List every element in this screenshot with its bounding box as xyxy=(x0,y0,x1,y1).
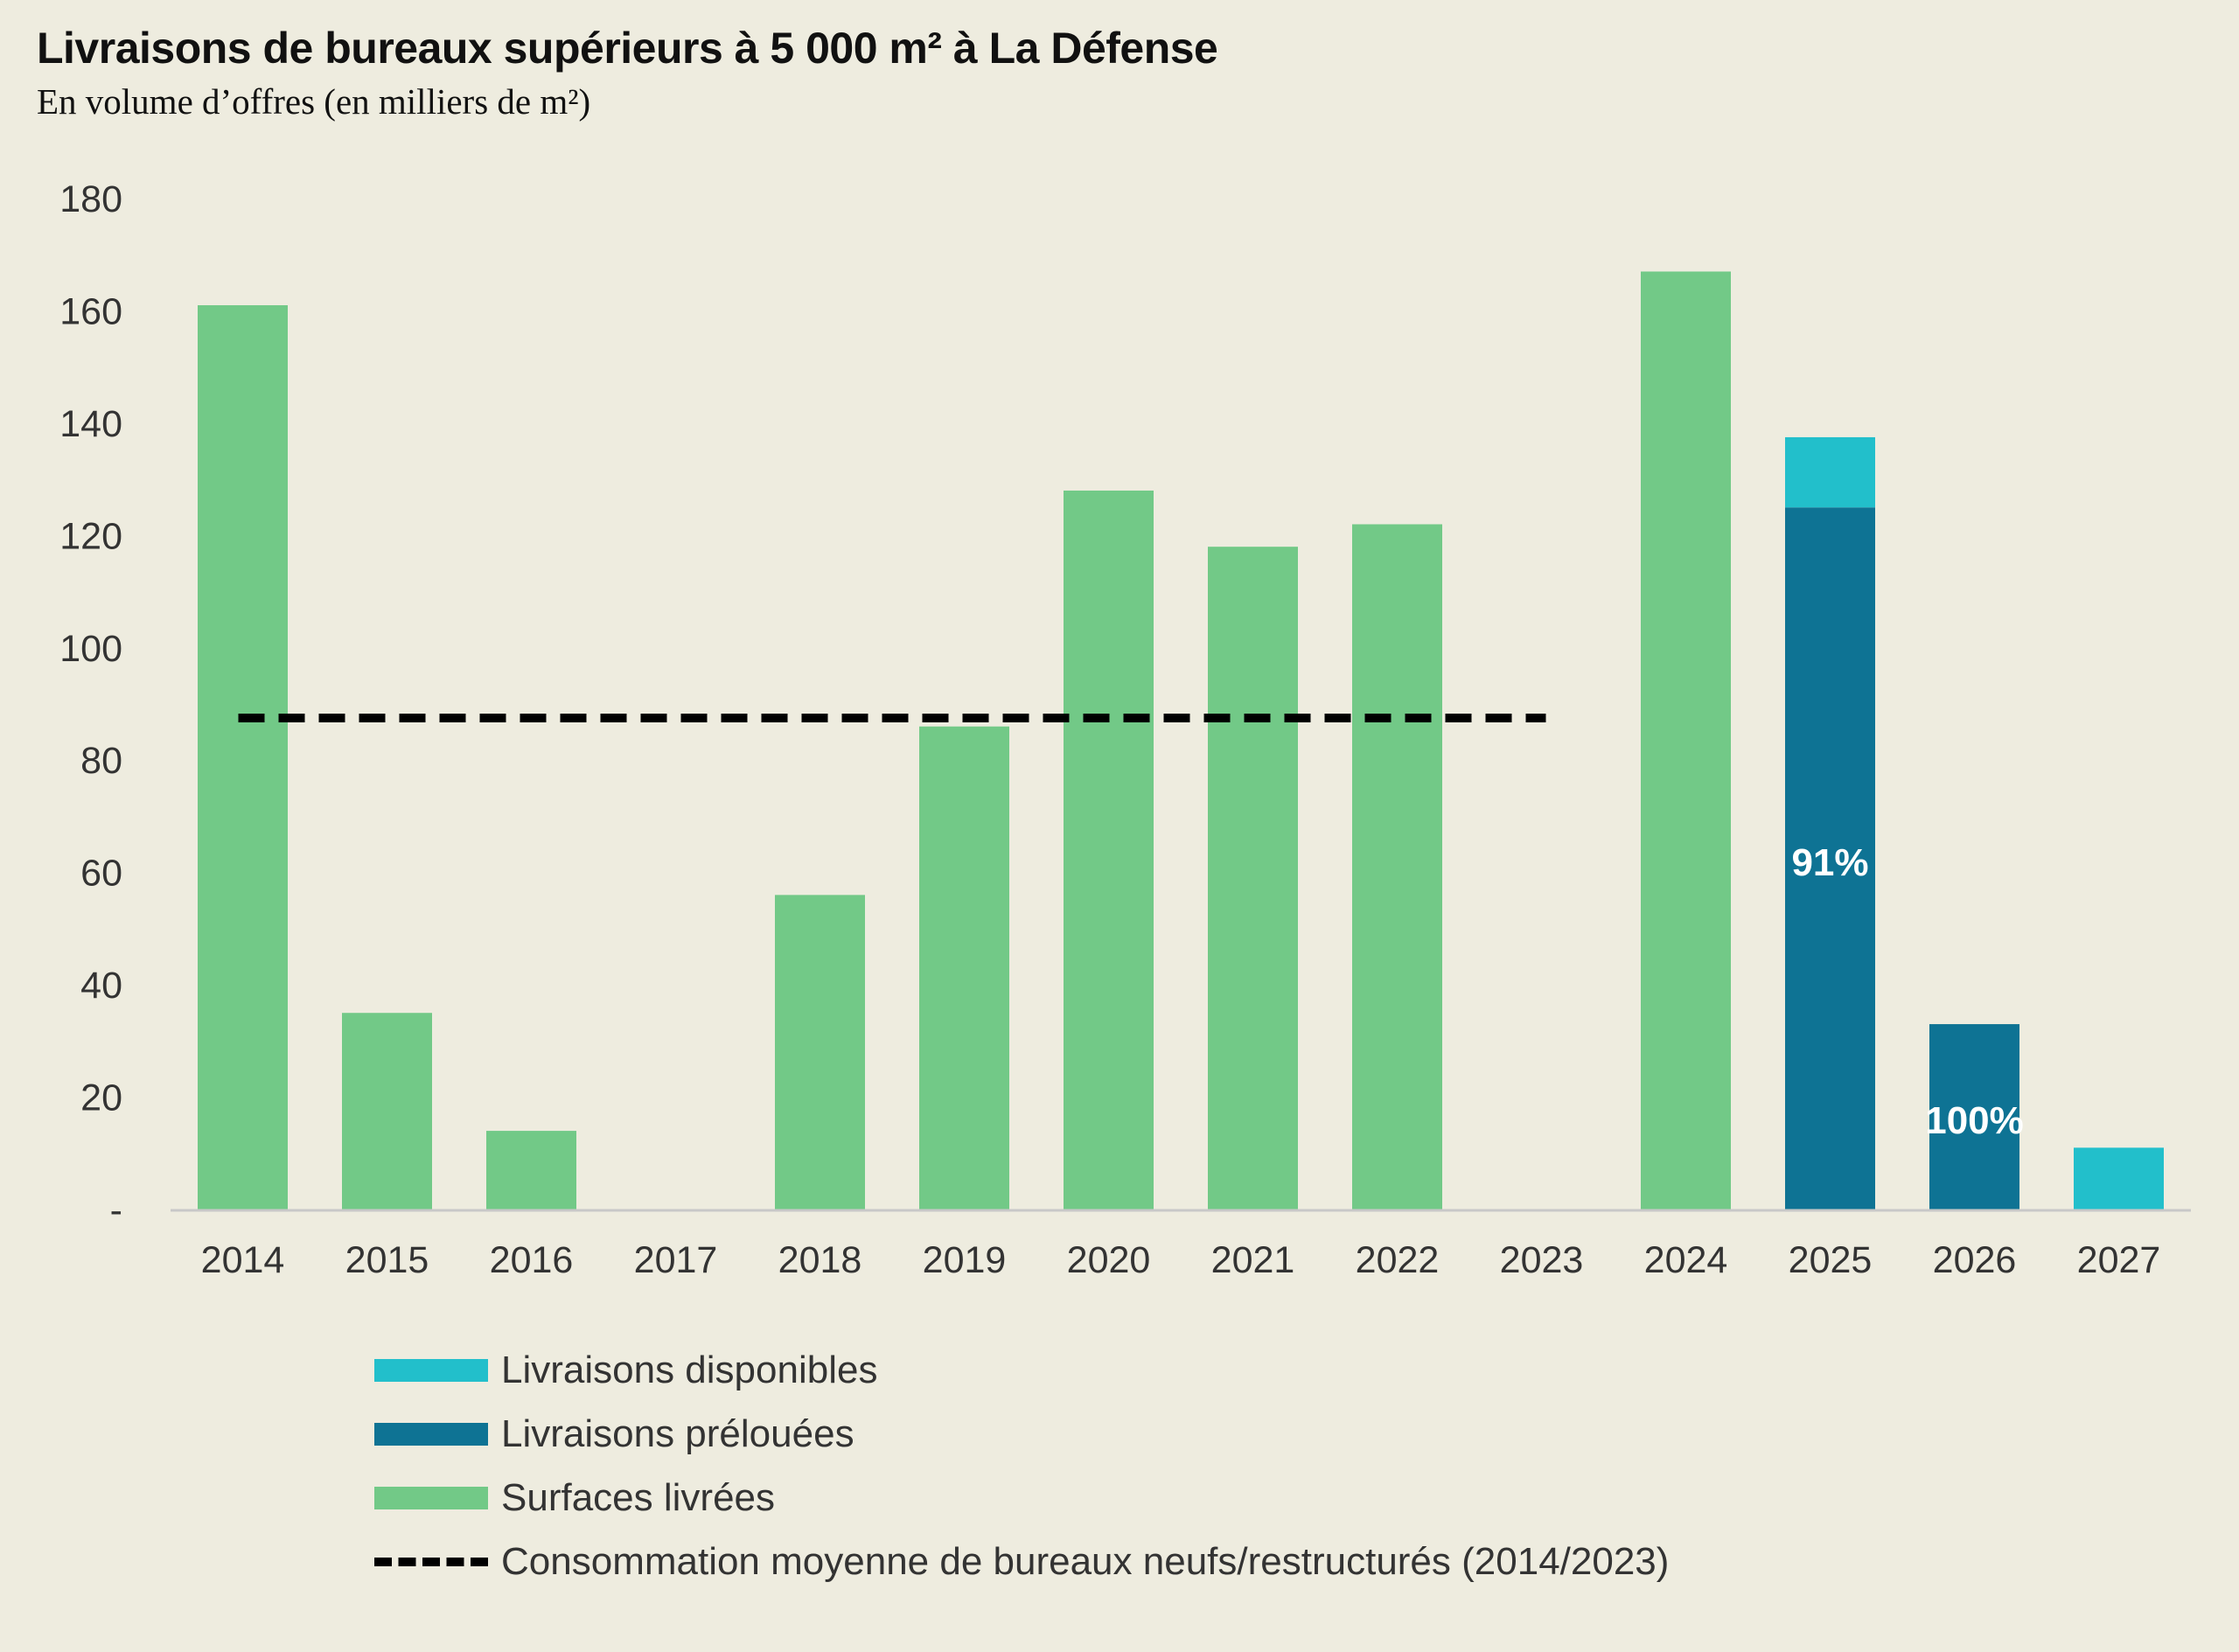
legend: Livraisons disponibles Livraisons prélou… xyxy=(374,1338,1669,1593)
bar-chart: - 20 40 60 80 100 120 140 160 180 2014 2015 2016 2017… xyxy=(59,178,2191,1281)
x-tick-label-2024: 2024 xyxy=(1644,1239,1728,1281)
x-tick-label-2027: 2027 xyxy=(2077,1239,2161,1281)
x-tick-label-2026: 2026 xyxy=(1933,1239,2017,1281)
y-tick-label: 120 xyxy=(59,515,122,557)
x-tick-label-2014: 2014 xyxy=(201,1239,285,1281)
x-tick-label-2016: 2016 xyxy=(490,1239,574,1281)
legend-item-disponibles: Livraisons disponibles xyxy=(374,1338,1669,1402)
y-tick-label: 180 xyxy=(59,178,122,220)
bar-2026-series-1 xyxy=(1929,1024,2019,1209)
x-tick-label-2018: 2018 xyxy=(778,1239,862,1281)
x-tick-label-2022: 2022 xyxy=(1356,1239,1440,1281)
y-tick-label: 20 xyxy=(80,1077,122,1119)
chart-title: Livraisons de bureaux supérieurs à 5 000… xyxy=(37,24,1218,73)
x-tick-label-2020: 2020 xyxy=(1067,1239,1151,1281)
y-tick-label: 60 xyxy=(80,853,122,895)
legend-swatch-surfaces xyxy=(374,1486,488,1509)
y-tick-label: 140 xyxy=(59,403,122,445)
bar-2015-series-0 xyxy=(342,1013,432,1209)
legend-label-disponibles: Livraisons disponibles xyxy=(501,1348,878,1391)
bar-2025-series-1 xyxy=(1785,507,1875,1209)
legend-item-average: Consommation moyenne de bureaux neufs/re… xyxy=(374,1530,1669,1593)
bar-2024-series-0 xyxy=(1641,271,1731,1209)
bar-2016-series-0 xyxy=(486,1131,576,1209)
x-tick-label-2023: 2023 xyxy=(1500,1239,1584,1281)
bar-2018-series-0 xyxy=(775,895,865,1209)
legend-swatch-average xyxy=(374,1557,488,1566)
y-tick-label: 100 xyxy=(59,628,122,670)
data-label-2026: 100% xyxy=(1925,1099,2024,1142)
bar-2027-series-2 xyxy=(2074,1147,2164,1209)
y-tick-label: - xyxy=(110,1189,122,1231)
bar-2025-series-2 xyxy=(1785,436,1875,508)
y-tick-label: 80 xyxy=(80,740,122,782)
x-tick-label-2021: 2021 xyxy=(1211,1239,1295,1281)
legend-item-prelouees: Livraisons prélouées xyxy=(374,1402,1669,1466)
y-tick-label: 160 xyxy=(59,290,122,332)
x-tick-label-2017: 2017 xyxy=(634,1239,718,1281)
legend-swatch-disponibles xyxy=(374,1358,488,1382)
bar-2014-series-0 xyxy=(198,305,288,1209)
data-label-2025: 91% xyxy=(1791,841,1868,884)
y-tick-label: 40 xyxy=(80,965,122,1007)
bar-2020-series-0 xyxy=(1064,490,1154,1209)
bar-2019-series-0 xyxy=(919,726,1009,1209)
legend-label-surfaces: Surfaces livrées xyxy=(501,1475,776,1519)
legend-label-average: Consommation moyenne de bureaux neufs/re… xyxy=(501,1539,1670,1583)
chart-subtitle: En volume d’offres (en milliers de m²) xyxy=(37,81,591,122)
x-tick-label-2019: 2019 xyxy=(923,1239,1007,1281)
legend-label-prelouees: Livraisons prélouées xyxy=(501,1412,854,1455)
bar-2022-series-0 xyxy=(1352,524,1442,1209)
x-tick-label-2025: 2025 xyxy=(1789,1239,1873,1281)
legend-swatch-prelouees xyxy=(374,1422,488,1446)
bar-2021-series-0 xyxy=(1208,547,1298,1209)
x-tick-label-2015: 2015 xyxy=(345,1239,429,1281)
legend-item-surfaces: Surfaces livrées xyxy=(374,1466,1669,1530)
